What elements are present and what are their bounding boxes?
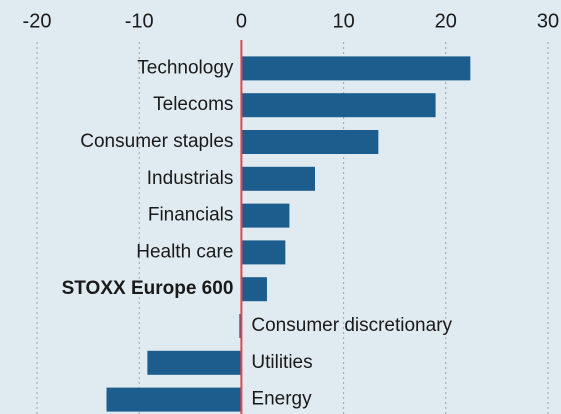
category-label: Energy [251, 389, 312, 410]
category-label: STOXX Europe 600 [62, 278, 234, 299]
category-label: Health care [136, 241, 233, 262]
x-tick-label: 10 [332, 10, 354, 32]
bar [106, 387, 242, 412]
bar [241, 203, 290, 228]
x-tick-label: -20 [23, 10, 52, 32]
category-label: Technology [137, 57, 234, 78]
category-label: Telecoms [153, 94, 233, 115]
bar [241, 56, 471, 81]
bar [239, 314, 242, 338]
bar [241, 130, 379, 154]
category-label: Utilities [251, 352, 312, 373]
category-label: Consumer discretionary [251, 315, 452, 336]
bar [241, 93, 436, 118]
category-label: Consumer staples [80, 131, 233, 152]
bar [241, 166, 315, 191]
x-tick-label: 30 [537, 10, 559, 32]
x-tick-label: -10 [125, 10, 154, 32]
category-label: Industrials [147, 168, 234, 189]
bar [241, 240, 286, 265]
x-tick-label: 20 [435, 10, 457, 32]
bar [147, 350, 242, 375]
bar [241, 277, 267, 302]
category-label: Financials [148, 205, 234, 226]
x-tick-label: 0 [236, 10, 247, 32]
